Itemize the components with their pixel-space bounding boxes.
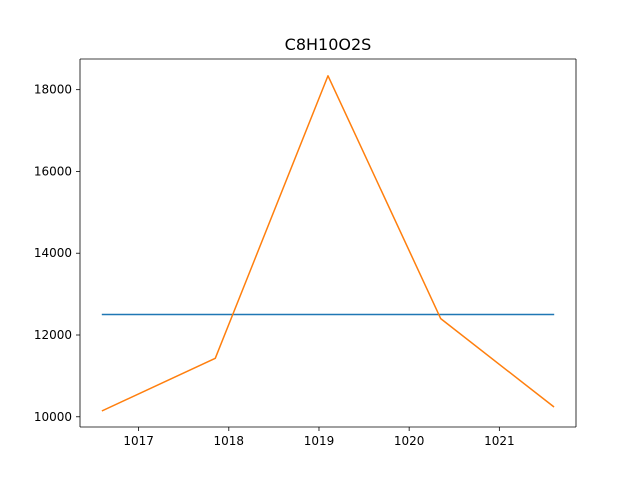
y-tick-label: 14000 [34,246,72,260]
series-line-signal [101,75,555,412]
x-tick-label: 1020 [394,434,425,448]
chart-title: C8H10O2S [285,35,372,54]
x-tick-label: 1017 [123,434,154,448]
x-tick-label: 1018 [214,434,245,448]
axes-layer: 1017 1018 1019 1020 1021 10000 12000 14000 16000… [34,58,577,448]
series-layer [101,75,555,412]
y-tick-label: 12000 [34,328,72,342]
x-tick-label: 1021 [484,434,515,448]
y-tick-label: 16000 [34,164,72,178]
y-tick-label: 18000 [34,83,72,97]
y-tick-label: 10000 [34,410,72,424]
x-tick-label: 1019 [304,434,335,448]
